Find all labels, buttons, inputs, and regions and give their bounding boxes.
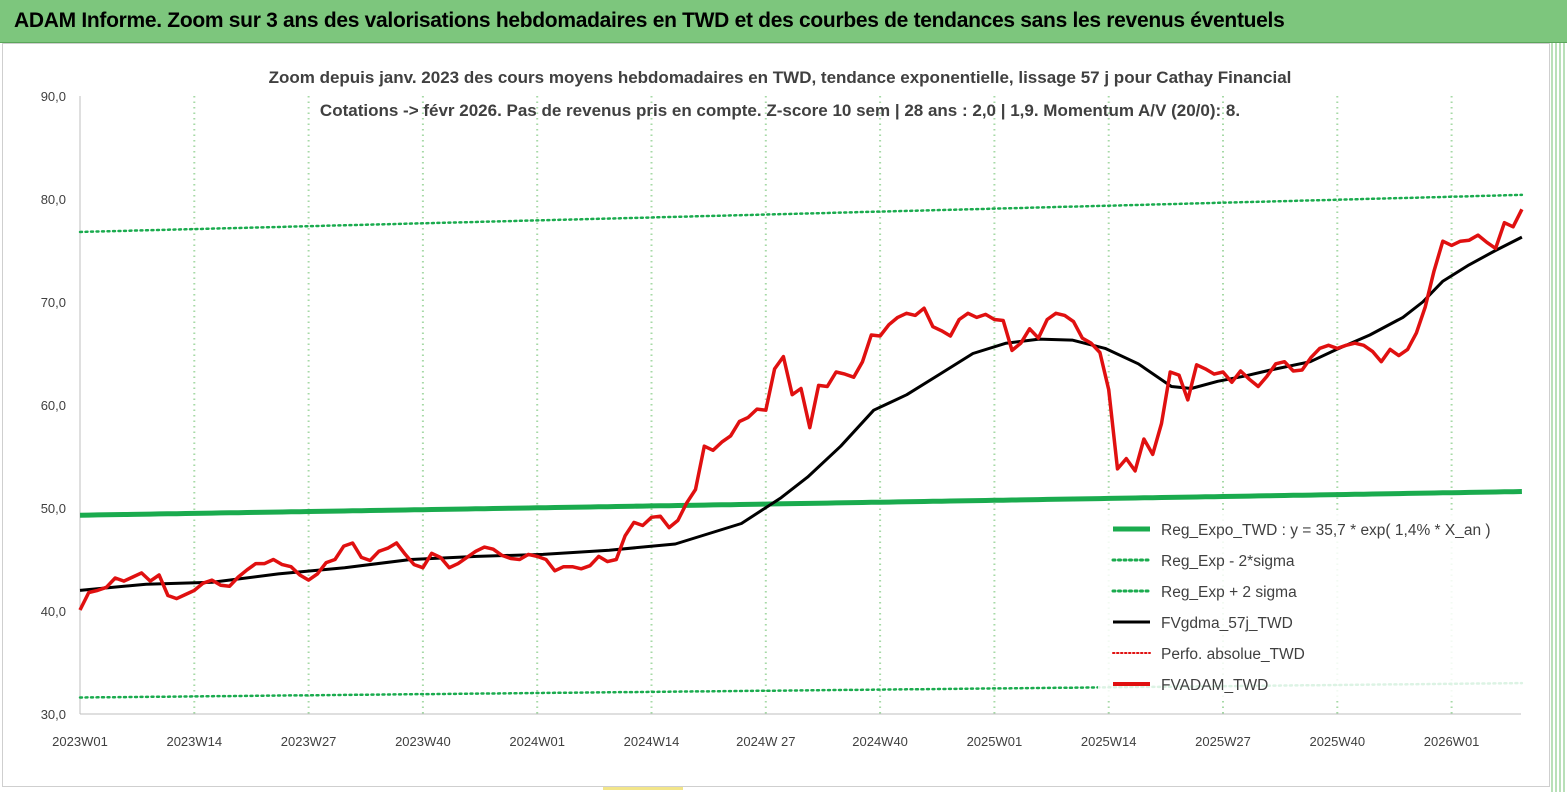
x-tick-label: 2025W40 xyxy=(1309,734,1365,749)
y-tick-label: 90,0 xyxy=(41,89,66,104)
legend-label-fvadam: FVADAM_TWD xyxy=(1161,677,1268,694)
x-tick-label: 2023W40 xyxy=(395,734,451,749)
side-strip xyxy=(1551,43,1567,792)
fvgdma-line xyxy=(79,235,1523,592)
x-tick-label: 2023W14 xyxy=(166,734,222,749)
chart-title-line-2: Cotations -> févr 2026. Pas de revenus p… xyxy=(320,101,1240,120)
legend-label-perfo: Perfo. absolue_TWD xyxy=(1161,646,1305,663)
report-title: ADAM Informe. Zoom sur 3 ans des valoris… xyxy=(14,9,1285,32)
y-tick-label: 40,0 xyxy=(41,604,66,619)
legend-label-reg_minus: Reg_Exp - 2*sigma xyxy=(1161,553,1295,570)
reg_expo-line xyxy=(79,489,1522,518)
series-group xyxy=(78,193,1524,699)
chart-title-line-1: Zoom depuis janv. 2023 des cours moyens … xyxy=(269,68,1292,87)
y-tick-label: 80,0 xyxy=(41,192,66,207)
y-tick-label: 60,0 xyxy=(41,398,66,413)
x-tick-label: 2026W01 xyxy=(1424,734,1480,749)
reg_plus-line xyxy=(78,193,1524,234)
x-tick-label: 2024W 27 xyxy=(736,734,795,749)
x-axis-ticks: 2023W01 2023W14 2023W27 2023W40 2024W01 2024W… xyxy=(52,734,1479,749)
legend-background xyxy=(1098,512,1528,698)
x-tick-label: 2024W40 xyxy=(852,734,908,749)
legend-label-fvgdma: FVgdma_57j_TWD xyxy=(1161,615,1293,632)
y-tick-label: 50,0 xyxy=(41,501,66,516)
x-tick-label: 2024W01 xyxy=(509,734,565,749)
x-tick-label: 2025W01 xyxy=(967,734,1023,749)
legend-label-reg_expo: Reg_Expo_TWD : y = 35,7 * exp( 1,4% * X_… xyxy=(1161,522,1491,539)
bottom-marker xyxy=(603,787,683,790)
x-tick-label: 2025W27 xyxy=(1195,734,1251,749)
y-axis-ticks: 30,0 40,0 50,0 60,0 70,0 80,0 90,0 xyxy=(41,89,66,722)
y-tick-label: 70,0 xyxy=(41,295,66,310)
x-tick-label: 2025W14 xyxy=(1081,734,1137,749)
legend: Reg_Expo_TWD : y = 35,7 * exp( 1,4% * X_… xyxy=(1098,512,1528,698)
report-banner: ADAM Informe. Zoom sur 3 ans des valoris… xyxy=(0,0,1567,43)
x-tick-label: 2023W27 xyxy=(281,734,337,749)
x-tick-label: 2023W01 xyxy=(52,734,108,749)
x-tick-label: 2024W14 xyxy=(624,734,680,749)
fvadam-line xyxy=(78,208,1524,611)
legend-label-reg_plus: Reg_Exp + 2 sigma xyxy=(1161,584,1297,601)
y-tick-label: 30,0 xyxy=(41,707,66,722)
